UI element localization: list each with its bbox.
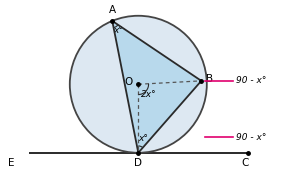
Text: O: O	[124, 77, 132, 87]
Polygon shape	[112, 21, 201, 153]
Text: A: A	[109, 5, 116, 15]
Text: C: C	[241, 158, 249, 168]
Text: x°: x°	[113, 25, 123, 35]
Text: D: D	[134, 158, 142, 168]
Text: B: B	[206, 75, 213, 84]
Text: x°: x°	[139, 134, 149, 143]
Text: 2x°: 2x°	[141, 90, 157, 99]
Text: 90 - x°: 90 - x°	[236, 76, 266, 85]
Text: E: E	[8, 158, 14, 168]
Circle shape	[70, 16, 207, 153]
Text: 90 - x°: 90 - x°	[236, 133, 266, 142]
